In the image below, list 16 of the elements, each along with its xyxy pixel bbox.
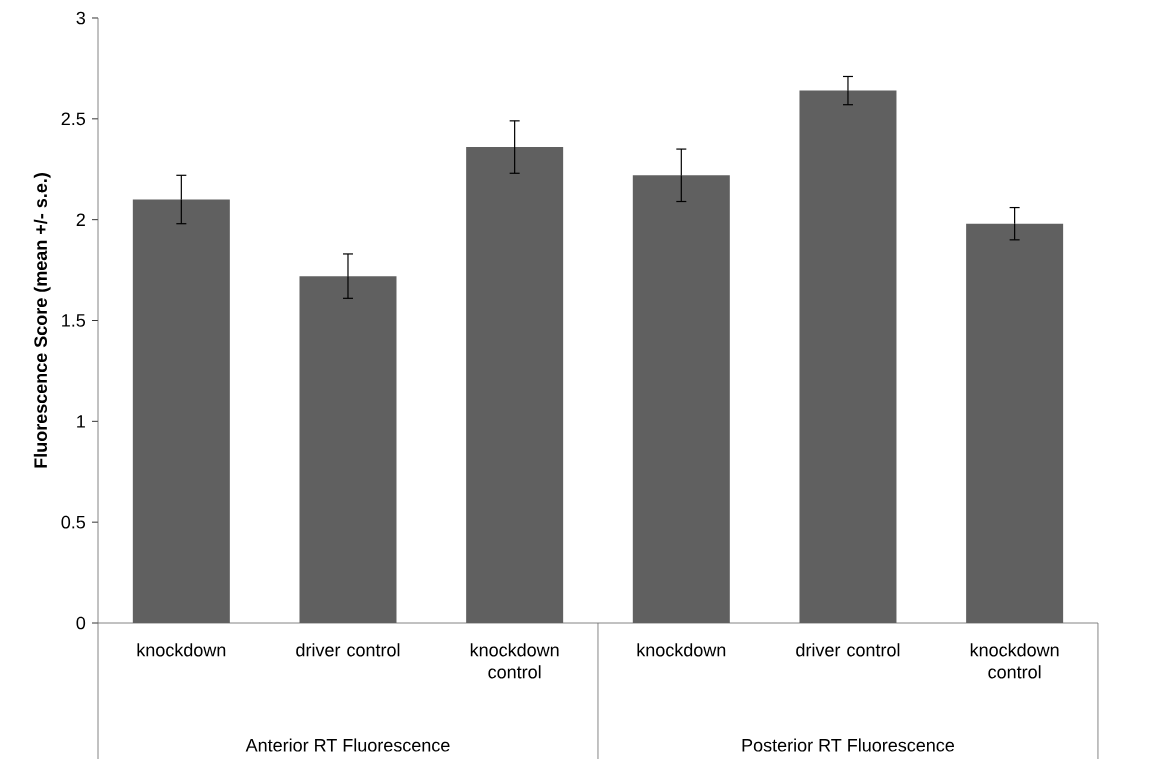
y-tick-label: 0 xyxy=(76,616,86,630)
x-tick-label: driver control xyxy=(796,643,900,657)
text: Posterior RT Fluorescence xyxy=(742,738,955,752)
y-tick-label: 2.5 xyxy=(61,112,86,126)
x-tick-label: knockdown xyxy=(137,643,226,657)
y-axis-title: Fluorescence Score (mean +/- s.e.) xyxy=(33,173,51,468)
y-tick-label: 0.5 xyxy=(61,515,86,529)
y-tick-label: 1.5 xyxy=(62,314,86,327)
y-tick-label: 1 xyxy=(77,415,85,428)
x-tick-label: knockdown xyxy=(637,643,726,657)
x-tick-label: driver control xyxy=(296,643,400,657)
text: Anterior RT Fluorescence xyxy=(245,738,450,752)
y-tick-label: 3 xyxy=(76,11,86,25)
y-tick-label: 2 xyxy=(76,213,85,226)
x-tick-label: knockdown control xyxy=(970,643,1059,679)
x-tick-label: knockdown control xyxy=(470,643,559,679)
